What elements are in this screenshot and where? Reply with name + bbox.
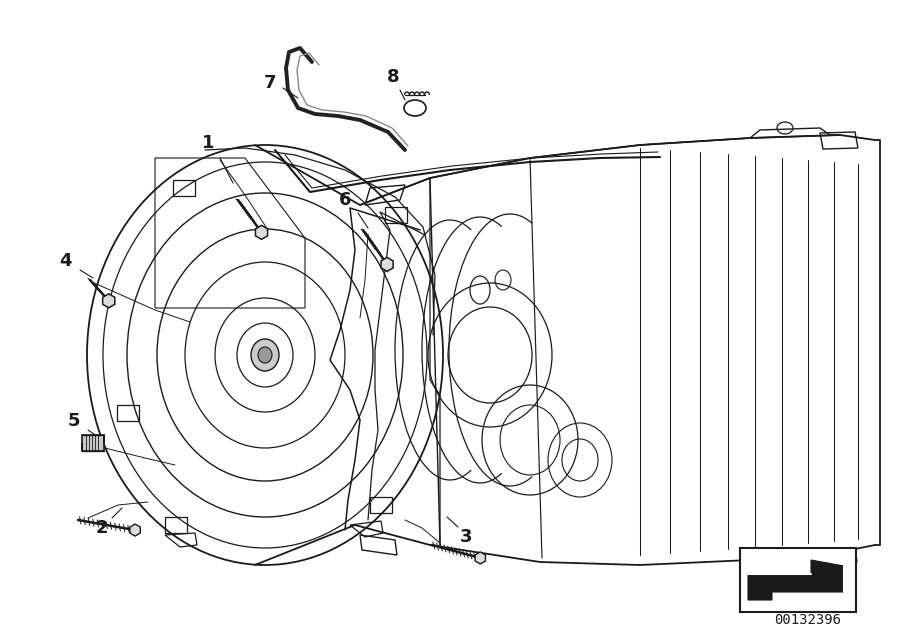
Text: 8: 8 [387, 68, 400, 86]
Polygon shape [475, 552, 485, 564]
Text: 4: 4 [58, 252, 71, 270]
Bar [173, 180, 195, 196]
Text: 7: 7 [264, 74, 276, 92]
Text: 1: 1 [202, 134, 214, 152]
Polygon shape [381, 258, 393, 272]
Bar [385, 207, 407, 223]
Text: 3: 3 [460, 528, 473, 546]
Bar [82, 435, 104, 451]
Bar [117, 405, 139, 421]
Polygon shape [748, 560, 844, 600]
Text: 2: 2 [95, 519, 108, 537]
Bar [165, 517, 187, 533]
Ellipse shape [251, 339, 279, 371]
Bar [370, 497, 392, 513]
Text: 00132396: 00132396 [775, 613, 842, 627]
Ellipse shape [258, 347, 272, 363]
Bar [740, 548, 856, 612]
Polygon shape [130, 524, 140, 536]
Text: 6: 6 [338, 191, 351, 209]
Polygon shape [103, 294, 115, 308]
Text: 5: 5 [68, 412, 80, 430]
Polygon shape [256, 225, 267, 239]
